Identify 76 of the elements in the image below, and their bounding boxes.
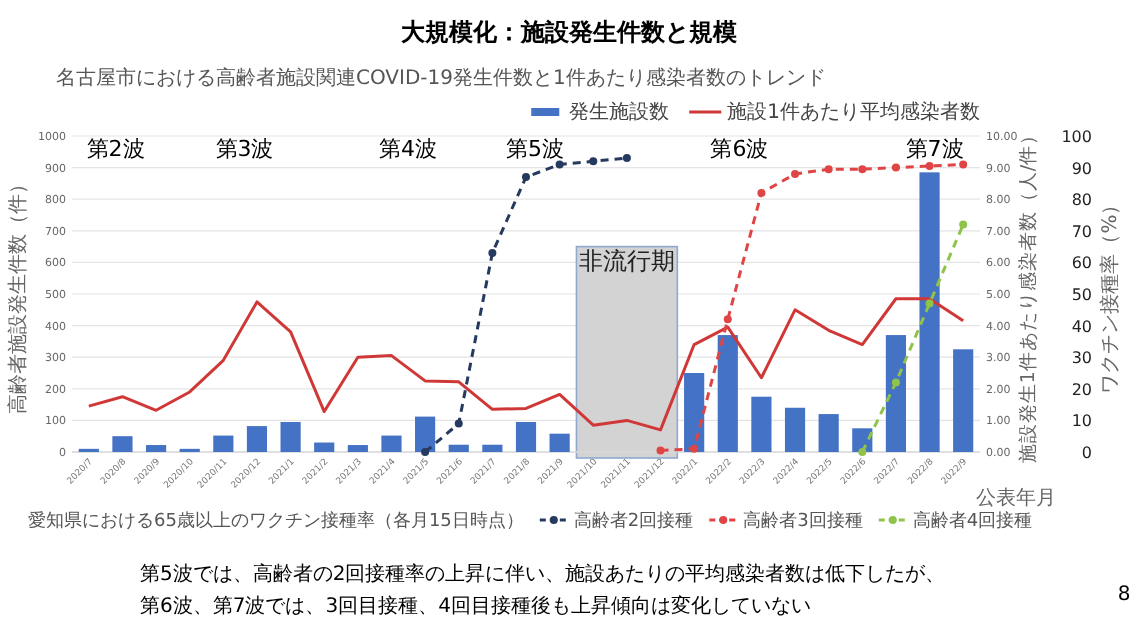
y3-tick-label: 70 xyxy=(1071,222,1092,241)
bar xyxy=(415,416,436,452)
bar xyxy=(885,335,907,452)
y3-tick-label: 40 xyxy=(1071,317,1092,336)
annotation: 第3波 xyxy=(215,136,274,162)
band: 非流行期 xyxy=(575,245,679,459)
point xyxy=(925,162,934,171)
annotation: 第6波 xyxy=(710,136,769,162)
annotation: 第7波 xyxy=(905,136,964,162)
text: 8 xyxy=(1117,584,1131,606)
bar xyxy=(482,444,503,452)
bar xyxy=(784,407,806,452)
bar xyxy=(112,436,133,452)
point xyxy=(891,378,900,387)
legend-label: 発生施設数 xyxy=(569,100,670,124)
y3-tick-label: 20 xyxy=(1071,380,1092,399)
x-axis-title: 公表年月 xyxy=(976,486,1056,510)
bar xyxy=(246,426,268,452)
point xyxy=(690,444,699,453)
y-axis-title: 高齢者施設発生件数（件） xyxy=(6,174,30,414)
legend-label: 施設1件あたり平均感染者数 xyxy=(727,100,980,124)
bar xyxy=(213,435,234,452)
bar xyxy=(549,433,570,452)
point xyxy=(959,220,968,229)
legend-title: 愛知県における65歳以上のワクチン接種率（各月15日時点） xyxy=(28,510,524,532)
y3-tick-label: 10 xyxy=(1071,412,1092,431)
point xyxy=(925,299,934,308)
point xyxy=(421,448,430,456)
bar xyxy=(314,442,335,452)
point xyxy=(555,160,564,169)
point xyxy=(723,315,732,324)
bar xyxy=(818,414,839,452)
bar xyxy=(953,349,974,452)
bar xyxy=(145,445,167,452)
point xyxy=(757,188,766,197)
text: 第5波では、高齢者の2回接種率の上昇に伴い、施設あたりの平均感染者数は低下したが、 xyxy=(140,562,946,586)
point xyxy=(824,165,833,174)
point xyxy=(589,157,598,166)
annotation: 第2波 xyxy=(86,136,145,162)
point xyxy=(488,248,497,257)
point xyxy=(858,448,867,456)
annotation: 第5波 xyxy=(506,136,565,162)
bar xyxy=(751,396,772,452)
point xyxy=(959,160,968,169)
y3-tick-label: 50 xyxy=(1071,286,1092,304)
legend-label: 高齢者2回接種 xyxy=(573,510,694,532)
bar xyxy=(919,172,940,452)
y3-tick-label: 90 xyxy=(1071,159,1092,178)
text: 第6波、第7波では、3回目接種、4回目接種後も上昇傾向は変化していない xyxy=(140,594,811,618)
bar xyxy=(448,444,469,452)
point xyxy=(454,419,463,428)
bar xyxy=(347,445,368,452)
chart-title: 大規模化：施設発生件数と規模 xyxy=(401,18,737,46)
y3-tick-label: 80 xyxy=(1071,191,1092,210)
y3-tick-label: 100 xyxy=(1061,128,1092,146)
point xyxy=(656,446,665,455)
point xyxy=(891,163,900,172)
y3-tick-label: 0 xyxy=(1081,444,1092,462)
y3-tick-label: 30 xyxy=(1071,349,1092,368)
annotation: 第4波 xyxy=(378,136,437,162)
legend-label: 高齢者3回接種 xyxy=(743,510,863,532)
y3-tick-label: 60 xyxy=(1071,254,1092,273)
point xyxy=(791,169,800,178)
point xyxy=(858,165,867,174)
band-label: 非流行期 xyxy=(578,246,675,275)
bar xyxy=(381,435,402,452)
bar xyxy=(717,335,738,452)
bar xyxy=(280,421,301,452)
y3-axis-title: ワクチン接種率（%） xyxy=(1098,194,1122,394)
legend-label: 高齢者4回接種 xyxy=(912,510,1033,532)
y2-axis-title: 施設発生1件あたり感染者数（人/件） xyxy=(1016,124,1040,464)
bar xyxy=(515,421,537,452)
point xyxy=(622,154,631,163)
chart-subtitle: 名古屋市における高齢者施設関連COVID-19発生件数と1件あたり感染者数のトレンド xyxy=(56,66,826,90)
point xyxy=(522,173,530,182)
bar xyxy=(684,373,705,452)
